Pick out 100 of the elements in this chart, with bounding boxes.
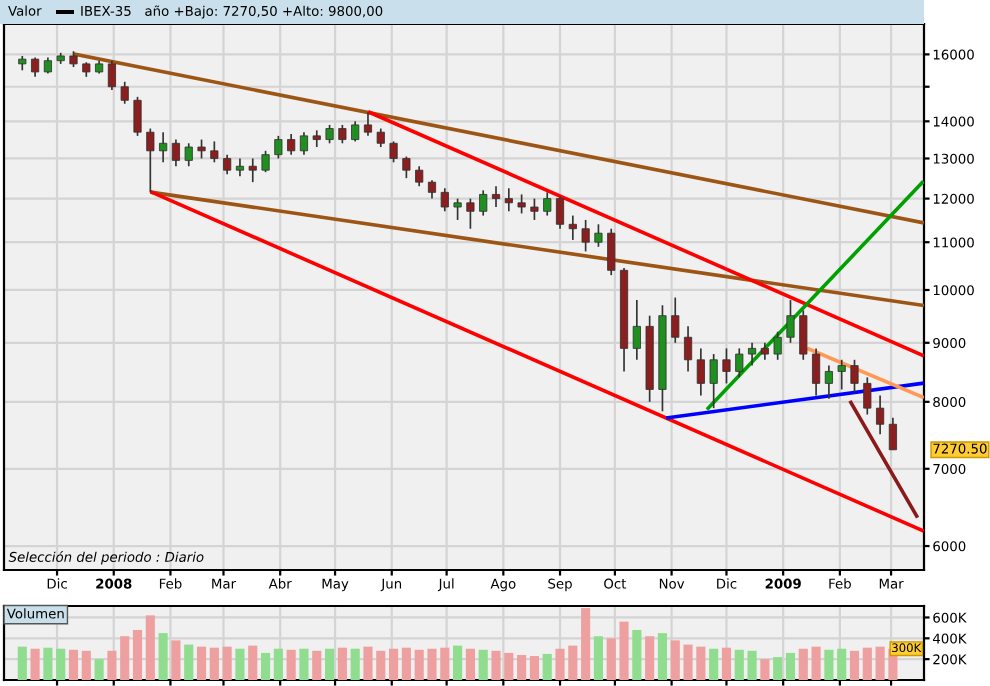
bar	[286, 649, 296, 680]
candlestick	[876, 394, 885, 436]
candlestick	[210, 140, 219, 164]
candlestick	[235, 157, 245, 177]
bar	[145, 615, 155, 680]
candlestick	[120, 80, 129, 105]
candlestick	[389, 140, 398, 164]
bar	[811, 646, 821, 680]
bar	[184, 644, 194, 680]
candlestick	[287, 133, 296, 156]
candlestick	[146, 127, 155, 194]
candlestick	[402, 155, 411, 179]
candlestick	[607, 227, 616, 277]
bar	[299, 648, 309, 680]
bar	[862, 647, 872, 680]
candlestick	[747, 341, 757, 367]
bar	[107, 650, 117, 680]
bar	[260, 652, 271, 680]
candlestick	[261, 149, 270, 173]
bar	[56, 648, 66, 680]
candlestick	[581, 219, 590, 253]
bar	[30, 648, 40, 680]
bar	[235, 648, 245, 680]
candlestick	[504, 187, 513, 213]
candlestick	[133, 96, 142, 137]
candlestick	[812, 347, 821, 397]
candlestick	[888, 416, 897, 451]
bar	[81, 650, 91, 680]
bar	[273, 648, 283, 680]
candlestick	[773, 330, 782, 361]
candlestick	[299, 131, 309, 156]
candlestick	[466, 197, 475, 230]
candlestick	[863, 376, 872, 416]
bar	[721, 647, 732, 680]
bar	[120, 636, 130, 680]
candlestick	[735, 347, 744, 379]
candlestick	[351, 120, 360, 143]
candlestick	[184, 142, 193, 168]
bar	[196, 646, 207, 680]
bar	[312, 650, 322, 680]
candlestick	[223, 153, 232, 175]
candlestick	[517, 193, 526, 215]
candlestick	[568, 214, 577, 241]
candlestick	[171, 138, 181, 168]
bar	[529, 656, 539, 680]
bar	[209, 647, 219, 680]
bar	[593, 636, 604, 680]
candlestick	[197, 138, 206, 160]
candlestick	[594, 223, 603, 248]
bar	[798, 648, 808, 680]
candlestick	[555, 195, 565, 230]
candlestick	[453, 197, 462, 221]
candlestick	[786, 299, 795, 344]
bar	[158, 633, 168, 680]
bar	[401, 647, 411, 680]
bar	[849, 650, 860, 680]
candlestick	[632, 299, 641, 361]
bar	[465, 648, 475, 680]
candlestick	[696, 347, 705, 397]
bar	[43, 647, 53, 680]
bar	[350, 648, 360, 680]
bar	[248, 645, 258, 680]
candlestick	[543, 191, 552, 217]
bar	[453, 645, 463, 680]
bar	[171, 640, 181, 680]
bar	[324, 648, 335, 680]
candlestick	[850, 358, 859, 394]
bar	[132, 629, 143, 680]
bar	[94, 659, 104, 680]
candlestick	[722, 347, 731, 385]
bar	[632, 629, 642, 680]
bar	[542, 653, 552, 680]
candlestick	[440, 187, 449, 213]
bar	[581, 608, 591, 680]
bar	[760, 659, 770, 680]
candlestick	[683, 325, 693, 373]
candlestick	[427, 179, 437, 200]
candlestick	[837, 358, 846, 391]
candlestick	[274, 135, 283, 160]
candlestick	[325, 124, 334, 145]
candlestick	[376, 127, 385, 148]
bar	[478, 649, 488, 680]
bar	[709, 648, 719, 680]
candlestick	[479, 189, 488, 217]
candlestick	[338, 124, 347, 145]
bar	[222, 646, 232, 680]
bar	[837, 648, 847, 680]
candlestick	[824, 364, 833, 400]
candlestick	[159, 131, 168, 164]
bar	[517, 654, 527, 680]
bar	[785, 652, 796, 680]
candlestick	[491, 185, 501, 208]
candlestick	[363, 111, 373, 137]
bar	[337, 647, 347, 680]
bar	[17, 646, 27, 680]
candlestick	[799, 309, 808, 361]
candlestick	[415, 165, 424, 188]
candlestick	[709, 353, 718, 409]
bar	[68, 649, 79, 680]
candlestick	[671, 296, 680, 344]
